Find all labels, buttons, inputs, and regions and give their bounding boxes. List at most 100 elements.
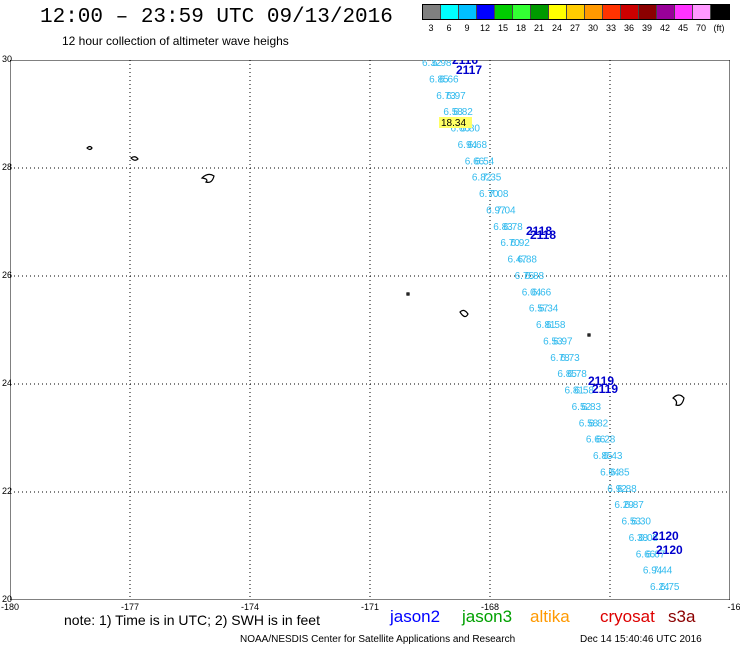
- credit-line: NOAA/NESDIS Center for Satellite Applica…: [240, 634, 516, 645]
- longitude-tick-label: -16: [727, 602, 740, 612]
- swh-value: 6.85: [593, 451, 613, 462]
- swh-value: 6.73: [560, 353, 580, 364]
- swh-value: 6.78: [503, 222, 523, 233]
- swh-value: 6.88: [518, 255, 538, 266]
- legend-label: 27: [569, 23, 581, 33]
- latitude-tick-label: 20: [2, 594, 13, 604]
- swh-value: 6.88: [617, 484, 637, 495]
- pass-number-label: 2118: [526, 224, 552, 238]
- altimeter-track: 6.32 6.85 6.73 6.58 6.66 6.94 6.66 6.82 6.70 6.97…: [422, 58, 680, 593]
- swh-value: 6.24: [650, 582, 670, 593]
- legend-swatch: [441, 5, 459, 19]
- satellite-label-s3a: s3a: [668, 607, 696, 626]
- swh-value: 6.04: [522, 287, 542, 298]
- swh-value: 6.81: [536, 320, 556, 331]
- satellite-label-cryosat: cryosat: [600, 607, 655, 626]
- legend-swatch: [549, 5, 567, 19]
- swh-value: 6.82: [453, 107, 473, 118]
- legend-swatch: [531, 5, 549, 19]
- generated-timestamp: Dec 14 15:40:46 UTC 2016: [580, 634, 702, 645]
- legend-swatch: [585, 5, 603, 19]
- legend-swatch: [657, 5, 675, 19]
- legend-labels: 3 6 9 12 15 18 21 24 27 30 33 36 39 42 45 70 (ft): [422, 23, 730, 35]
- swh-value: 6.67: [646, 549, 666, 560]
- swh-value: 6.81: [565, 386, 585, 397]
- legend-swatch: [459, 5, 477, 19]
- legend-label: 30: [587, 23, 599, 33]
- swh-value: 6.88: [525, 271, 545, 282]
- swh-value: 6.92: [607, 484, 627, 495]
- pass-number-label: 2119: [588, 374, 614, 388]
- legend-label: 3: [428, 23, 434, 33]
- map-frame: 6.32 6.85 6.73 6.58 6.66 6.94 6.66 6.82 6.70 6.97…: [9, 53, 731, 601]
- swh-value: 6.85: [429, 74, 449, 85]
- swh-value: 6.66: [532, 287, 552, 298]
- swh-value: 6.32: [422, 60, 442, 69]
- map-border: [9, 59, 731, 601]
- chart-title: 12:00 – 23:59 UTC 09/13/2016: [40, 6, 393, 29]
- footer-note: note: 1) Time is in UTC; 2) SWH is in fe…: [64, 612, 320, 628]
- pass-number-label: 2120: [652, 529, 679, 543]
- swh-value: 6.83: [493, 222, 513, 233]
- legend-label: 33: [605, 23, 617, 33]
- graticule: [10, 60, 730, 600]
- latitude-tick-label: 30: [2, 54, 13, 64]
- swh-value: 6.97: [553, 336, 573, 347]
- swh-value: 6.08: [639, 533, 659, 544]
- swh-value: 6.58: [575, 386, 595, 397]
- swh-value: 6.80: [461, 124, 481, 135]
- legend-swatch: [477, 5, 495, 19]
- longitude-tick-label: -168: [480, 602, 500, 612]
- chart-subtitle: 12 hour collection of altimeter wave hei…: [62, 34, 289, 48]
- swh-value: 6.68: [468, 140, 488, 151]
- swh-value: 6.85: [557, 369, 577, 380]
- swh-value: 6.82: [472, 173, 492, 184]
- longitude-tick-label: -177: [120, 602, 140, 612]
- latitude-tick-label: 26: [2, 270, 13, 280]
- swh-value: 6.78: [550, 353, 570, 364]
- island-outline: [130, 156, 139, 161]
- swh-value: 6.92: [510, 238, 530, 249]
- legend-swatch: [621, 5, 639, 19]
- legend-label: 18: [515, 23, 527, 33]
- swh-value: 6.34: [539, 304, 559, 315]
- swh-value: 6.29: [614, 500, 634, 511]
- legend-swatch: [711, 5, 729, 19]
- swh-value: 6.83: [582, 402, 602, 413]
- map-plot[interactable]: 6.32 6.85 6.73 6.58 6.66 6.94 6.66 6.82 6.70 6.97…: [9, 53, 731, 601]
- latitude-tick-label: 22: [2, 486, 13, 496]
- swh-value: 6.53: [543, 336, 563, 347]
- legend-label: 15: [497, 23, 509, 33]
- legend-label: 42: [659, 23, 671, 33]
- island-outline: [86, 145, 93, 151]
- swh-value: 7.08: [489, 189, 509, 200]
- legend-swatch: [423, 5, 441, 19]
- swh-value: 6.87: [624, 500, 644, 511]
- legend-swatch: [567, 5, 585, 19]
- swh-value: 6.30: [632, 517, 652, 528]
- pass-number-label: 2117: [456, 63, 482, 77]
- island-outline: [587, 333, 591, 337]
- pass-number-label: 2119: [592, 382, 618, 396]
- swh-value: 6.58: [546, 320, 566, 331]
- island-outline: [200, 173, 215, 183]
- pass-number-label: 2118: [530, 228, 556, 242]
- swh-value: 6.85: [610, 467, 630, 478]
- swh-value: 6.58: [579, 418, 599, 429]
- legend-swatch: [693, 5, 711, 19]
- swh-value: 6.04: [600, 467, 620, 478]
- island-outline: [459, 309, 469, 318]
- swh-value: 6.94: [458, 140, 478, 151]
- swh-value: 6.57: [529, 304, 549, 315]
- swh-value: 6.75: [515, 271, 535, 282]
- swh-value: 6.82: [589, 418, 609, 429]
- legend-label: (ft): [713, 23, 725, 33]
- pass-number-label: 2120: [656, 543, 683, 557]
- legend-label: 9: [464, 23, 470, 33]
- satellite-label-altika: altika: [530, 607, 570, 626]
- swh-value: 6.54: [475, 156, 495, 167]
- anomaly-value: 18.34: [441, 118, 466, 129]
- swh-value: 7.44: [653, 566, 673, 577]
- swh-value: 6.43: [603, 451, 623, 462]
- island-outline: [406, 292, 410, 296]
